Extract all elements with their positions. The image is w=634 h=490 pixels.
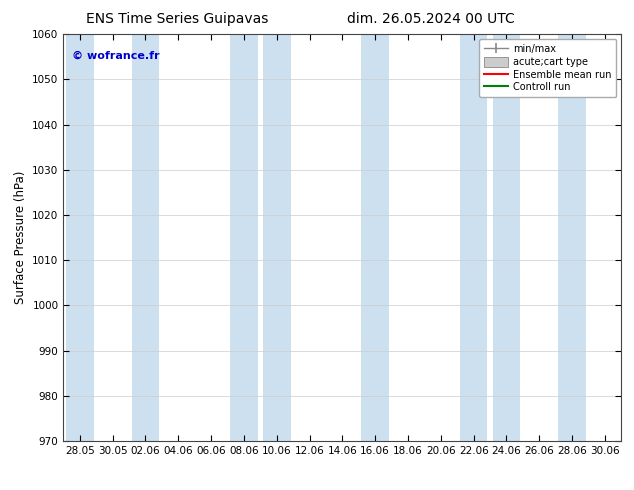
Bar [132,34,159,441]
Bar [361,34,389,441]
Bar [493,34,521,441]
Bar [263,34,290,441]
Bar [460,34,488,441]
Text: dim. 26.05.2024 00 UTC: dim. 26.05.2024 00 UTC [347,12,515,26]
Bar [66,34,94,441]
Bar [230,34,257,441]
Legend: min/max, acute;cart type, Ensemble mean run, Controll run: min/max, acute;cart type, Ensemble mean … [479,39,616,97]
Text: ENS Time Series Guipavas: ENS Time Series Guipavas [86,12,269,26]
Y-axis label: Surface Pressure (hPa): Surface Pressure (hPa) [14,171,27,304]
Text: © wofrance.fr: © wofrance.fr [72,50,159,61]
Bar [559,34,586,441]
